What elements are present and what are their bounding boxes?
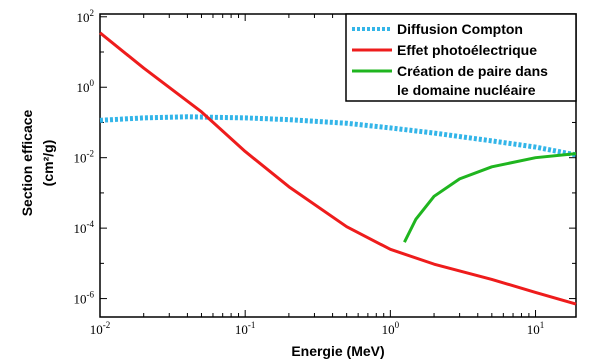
y-axis-title-line2: (cm²/g) [40,140,56,187]
series-line-photoelectric [99,31,577,306]
y-tick-label: 100 [77,78,95,95]
y-tick-label: 10-2 [74,149,95,166]
y-tick-label: 10-4 [74,219,95,236]
series-line-pair-production [403,152,577,243]
plot-frame [99,13,577,318]
y-tick-label: 102 [77,8,95,25]
series-layer [99,31,577,306]
y-axis-title-line1: Section efficace [19,109,35,216]
y-tick-label: 10-6 [74,290,95,307]
x-tick-label: 10-2 [90,320,111,337]
x-axis-title: Energie (MeV) [291,343,384,359]
axis-ticks: 10-2 10-1 100 101 102 100 10-2 10-4 10-6 [74,8,576,337]
x-tick-label: 100 [382,320,400,337]
legend-label-pair-production-line2: le domaine nucléaire [397,82,536,98]
legend-label-photoelectric: Effet photoélectrique [397,42,537,58]
legend-label-pair-production-line1: Création de paire dans [397,63,548,79]
legend: Diffusion Compton Effet photoélectrique … [345,13,577,102]
legend-label-compton: Diffusion Compton [397,21,523,37]
x-tick-label: 101 [527,320,545,337]
series-line-compton [99,114,577,158]
x-tick-label: 10-1 [235,320,256,337]
